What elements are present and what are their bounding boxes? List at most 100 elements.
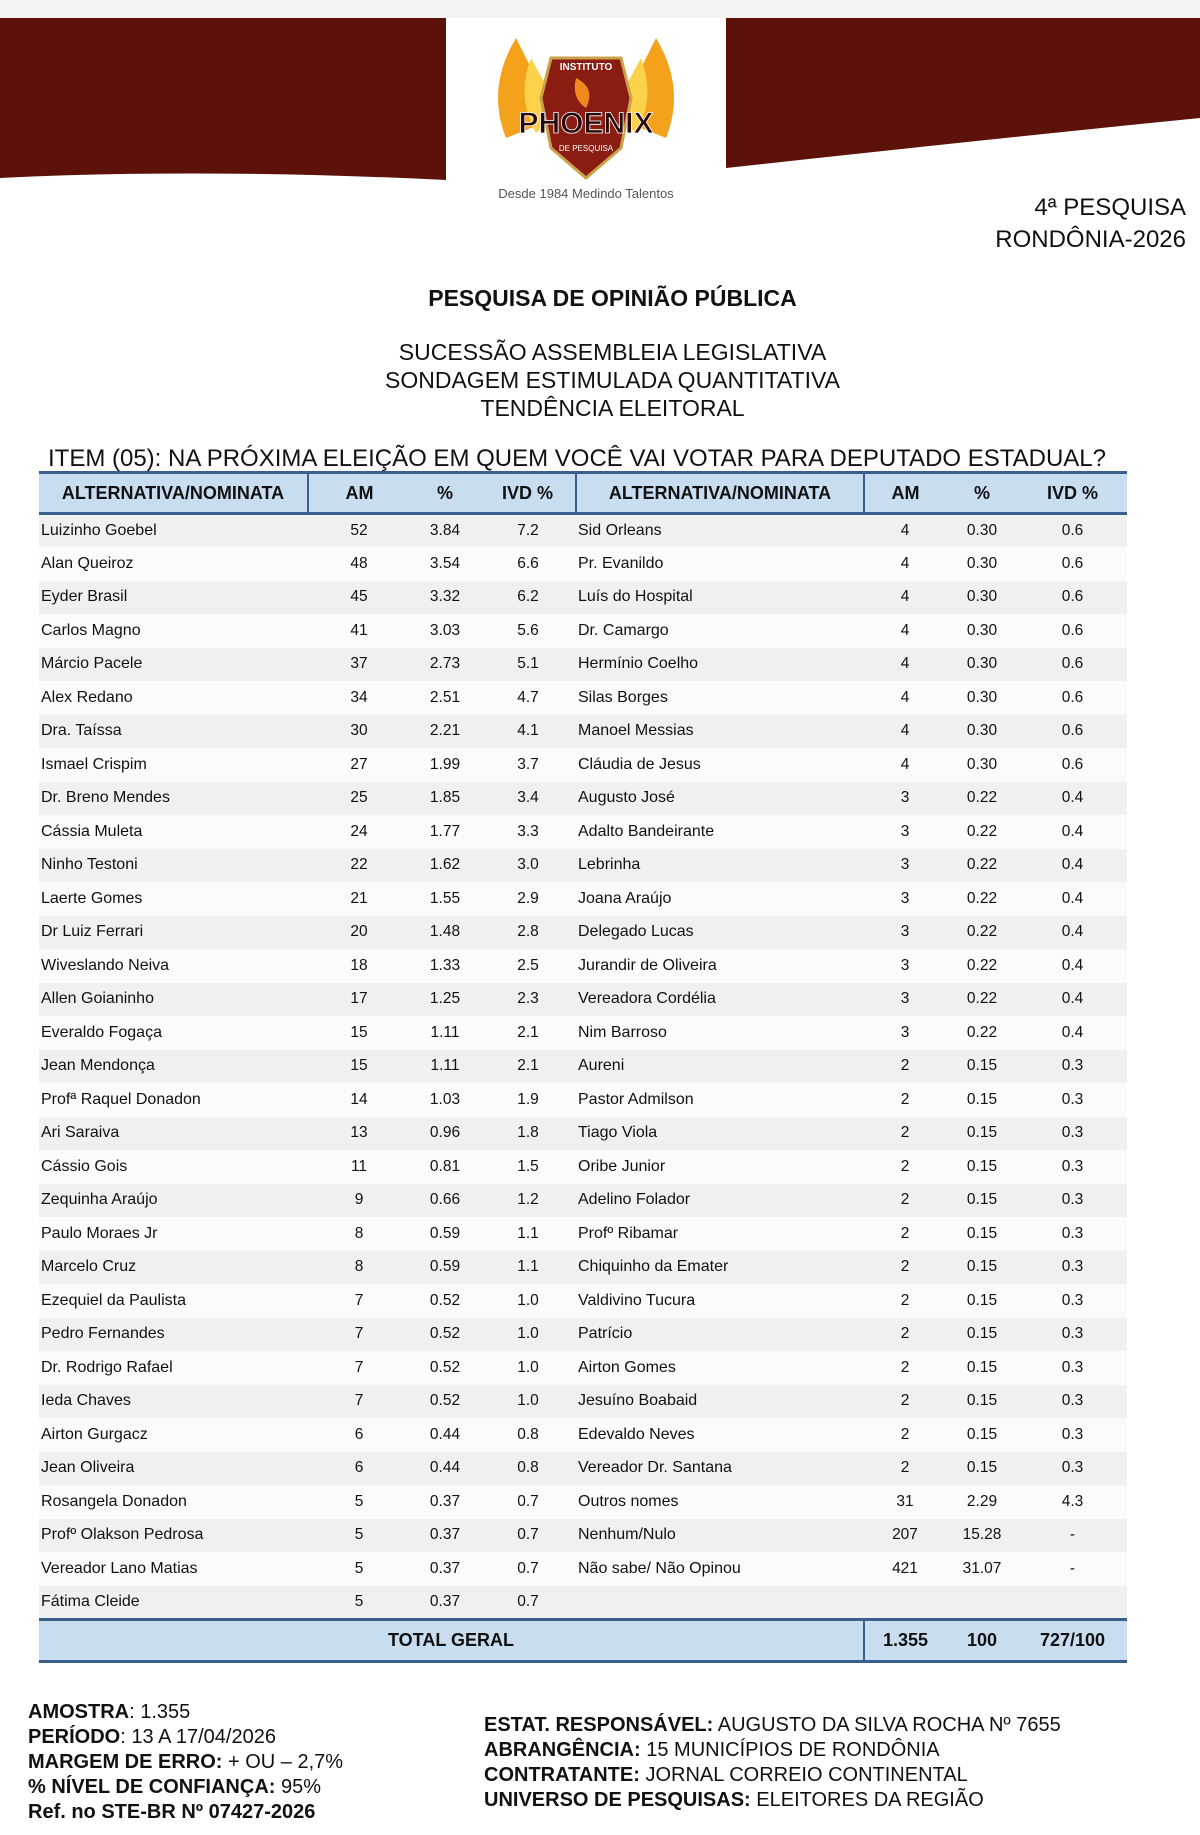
ivd-value: 5.6 <box>480 614 576 648</box>
ivd-value: 3.0 <box>480 848 576 882</box>
am-value: 48 <box>308 547 410 581</box>
am-value: 2 <box>864 1150 946 1184</box>
candidate-name: Pr. Evanildo <box>576 547 864 581</box>
pct-value: 1.77 <box>410 815 480 849</box>
ivd-value: 4.3 <box>1018 1485 1127 1519</box>
am-value: 6 <box>308 1418 410 1452</box>
footer-line: PERÍODO: 13 A 17/04/2026 <box>28 1725 343 1750</box>
am-value: 18 <box>308 949 410 983</box>
candidate-name: Ieda Chaves <box>39 1384 308 1418</box>
am-value: 27 <box>308 748 410 782</box>
candidate-name: Carlos Magno <box>39 614 308 648</box>
pct-value: 0.15 <box>946 1250 1018 1284</box>
subtitle: SUCESSÃO ASSEMBLEIA LEGISLATIVA <box>398 339 827 365</box>
am-value: 3 <box>864 882 946 916</box>
pct-value: 0.15 <box>946 1451 1018 1485</box>
ivd-value: 0.3 <box>1018 1217 1127 1251</box>
ivd-value: 1.1 <box>480 1217 576 1251</box>
candidate-name: Lebrinha <box>576 848 864 882</box>
pct-value: 0.15 <box>946 1116 1018 1150</box>
footer-label: Ref. no STE-BR Nº 07427-2026 <box>28 1801 316 1823</box>
footer-line: UNIVERSO DE PESQUISAS: ELEITORES DA REGI… <box>484 1788 1061 1813</box>
pct-value: 1.48 <box>410 915 480 949</box>
candidate-name: Airton Gomes <box>576 1351 864 1385</box>
am-value: 13 <box>308 1116 410 1150</box>
col-header: AM <box>307 471 410 515</box>
pct-value: 1.85 <box>410 781 480 815</box>
subtitles: SUCESSÃO ASSEMBLEIA LEGISLATIVA SONDAGEM… <box>0 338 1200 422</box>
candidate-name: Airton Gurgacz <box>39 1418 308 1452</box>
am-value: 9 <box>308 1183 410 1217</box>
ivd-value: 0.4 <box>1018 882 1127 916</box>
candidate-name: Fátima Cleide <box>39 1585 308 1619</box>
candidate-name: Dr Luiz Ferrari <box>39 915 308 949</box>
candidate-name: Jurandir de Oliveira <box>576 949 864 983</box>
ivd-value: 4.7 <box>480 681 576 715</box>
candidate-name: Alex Redano <box>39 681 308 715</box>
candidate-name: Aureni <box>576 1049 864 1083</box>
footer-value: 13 A 17/04/2026 <box>131 1726 276 1748</box>
am-value: 5 <box>308 1518 410 1552</box>
pct-value: 0.30 <box>946 748 1018 782</box>
pct-value: 0.15 <box>946 1284 1018 1318</box>
pct-value: 0.59 <box>410 1250 480 1284</box>
ivd-value: - <box>1018 1518 1127 1552</box>
am-value: 4 <box>864 547 946 581</box>
footer-label: ESTAT. RESPONSÁVEL: <box>484 1714 714 1736</box>
ivd-value: 0.3 <box>1018 1317 1127 1351</box>
am-value: 3 <box>864 815 946 849</box>
ivd-value: 1.0 <box>480 1384 576 1418</box>
am-value: 3 <box>864 949 946 983</box>
pct-value: 0.30 <box>946 614 1018 648</box>
pct-value: 0.59 <box>410 1217 480 1251</box>
am-value: 2 <box>864 1451 946 1485</box>
table-row: Zequinha Araújo 9 0.66 1.2 Adelino Folador 2 0… <box>39 1183 1127 1217</box>
ivd-value: 3.4 <box>480 781 576 815</box>
candidate-name: Profº Ribamar <box>576 1217 864 1251</box>
table-row: Márcio Pacele 37 2.73 5.1 Hermínio Coelho 4 0.… <box>39 647 1127 681</box>
col-header: AM <box>863 471 946 515</box>
top-strip <box>0 0 1200 18</box>
am-value: 20 <box>308 915 410 949</box>
pct-value: 0.52 <box>410 1284 480 1318</box>
footer-left: AMOSTRA: 1.355 PERÍODO: 13 A 17/04/2026 MA… <box>28 1700 343 1825</box>
footer-line: MARGEM DE ERRO: + OU – 2,7% <box>28 1750 343 1775</box>
ivd-value: 0.8 <box>480 1451 576 1485</box>
subtitle: SONDAGEM ESTIMULADA QUANTITATIVA <box>385 367 840 393</box>
pct-value: 15.28 <box>946 1518 1018 1552</box>
am-value: 3 <box>864 848 946 882</box>
am-value: 5 <box>308 1552 410 1586</box>
ivd-value: 2.8 <box>480 915 576 949</box>
footer-value: 15 MUNICÍPIOS DE RONDÔNIA <box>646 1739 940 1761</box>
question-text: ITEM (05): NA PRÓXIMA ELEIÇÃO EM QUEM VO… <box>48 445 1107 472</box>
ivd-value: 2.3 <box>480 982 576 1016</box>
table-row: Ezequiel da Paulista 7 0.52 1.0 Valdivino Tu… <box>39 1284 1127 1318</box>
pct-value: 0.30 <box>946 513 1018 547</box>
am-value: 24 <box>308 815 410 849</box>
am-value: 2 <box>864 1384 946 1418</box>
ivd-value: 1.5 <box>480 1150 576 1184</box>
am-value: 2 <box>864 1351 946 1385</box>
candidate-name: Ninho Testoni <box>39 848 308 882</box>
candidate-name: Profº Olakson Pedrosa <box>39 1518 308 1552</box>
pct-value: 31.07 <box>946 1552 1018 1586</box>
candidate-name: Ismael Crispim <box>39 748 308 782</box>
footer-right: ESTAT. RESPONSÁVEL: AUGUSTO DA SILVA ROC… <box>484 1713 1061 1813</box>
ivd-value: 5.1 <box>480 647 576 681</box>
table-row: Airton Gurgacz 6 0.44 0.8 Edevaldo Neves 2 0.1… <box>39 1418 1127 1452</box>
table-row: Vereador Lano Matias 5 0.37 0.7 Não sabe/ Nã… <box>39 1552 1127 1586</box>
table-row: Fátima Cleide 5 0.37 0.7 <box>39 1585 1127 1619</box>
ivd-value: 6.6 <box>480 547 576 581</box>
am-value: 31 <box>864 1485 946 1519</box>
am-value: 6 <box>308 1451 410 1485</box>
am-value: 4 <box>864 580 946 614</box>
ivd-value: 3.3 <box>480 815 576 849</box>
pct-value: 0.81 <box>410 1150 480 1184</box>
logo-tagline: Desde 1984 Medindo Talentos <box>498 186 674 201</box>
pct-value: 0.52 <box>410 1351 480 1385</box>
pct-value: 0.15 <box>946 1384 1018 1418</box>
ivd-value: 0.4 <box>1018 815 1127 849</box>
ivd-value: 0.6 <box>1018 580 1127 614</box>
pct-value: 0.15 <box>946 1317 1018 1351</box>
ivd-value: 0.4 <box>1018 915 1127 949</box>
